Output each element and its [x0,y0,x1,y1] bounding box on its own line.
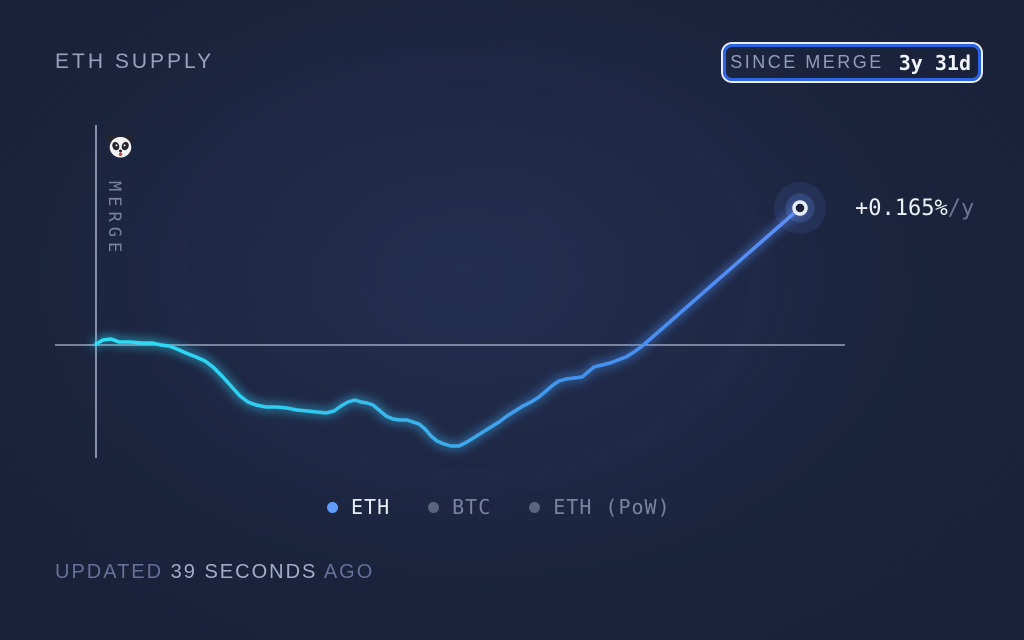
legend-label: ETH (PoW) [553,495,671,519]
updated-prefix: UPDATED [55,561,164,583]
updated-suffix: AGO [323,561,375,583]
btc-series-dot-icon [428,501,440,513]
legend-item-btc[interactable]: BTC [428,495,491,519]
growth-value: +0.165% [855,196,948,221]
eth-series-dot-icon [327,501,338,513]
legend-item-eth-pow[interactable]: ETH (PoW) [529,495,670,519]
legend-label: BTC [452,495,492,519]
page-title: ETH SUPPLY [55,50,215,73]
growth-annotation: +0.165%/y [855,196,974,221]
timeframe-button-label: SINCE MERGE [730,52,884,72]
updated-value: 39 SECONDS [170,561,318,583]
legend-label: ETH [351,495,391,519]
eth-pow-series-dot-icon [529,501,541,513]
timeframe-button[interactable]: SINCE MERGE 3y 31d [723,44,981,81]
chart-legend: ETH BTC ETH (PoW) [327,495,671,519]
eth-supply-line [94,206,802,448]
updated-status: UPDATED 39 SECONDS AGO [55,561,374,584]
panda-icon [107,134,134,158]
legend-item-eth[interactable]: ETH [327,495,390,519]
endpoint-dot [792,200,808,216]
timeframe-button-value: 3y 31d [898,50,971,75]
growth-unit: /y [947,196,975,221]
merge-marker-label: MERGE [104,181,124,258]
eth-supply-line-glow [91,203,805,451]
